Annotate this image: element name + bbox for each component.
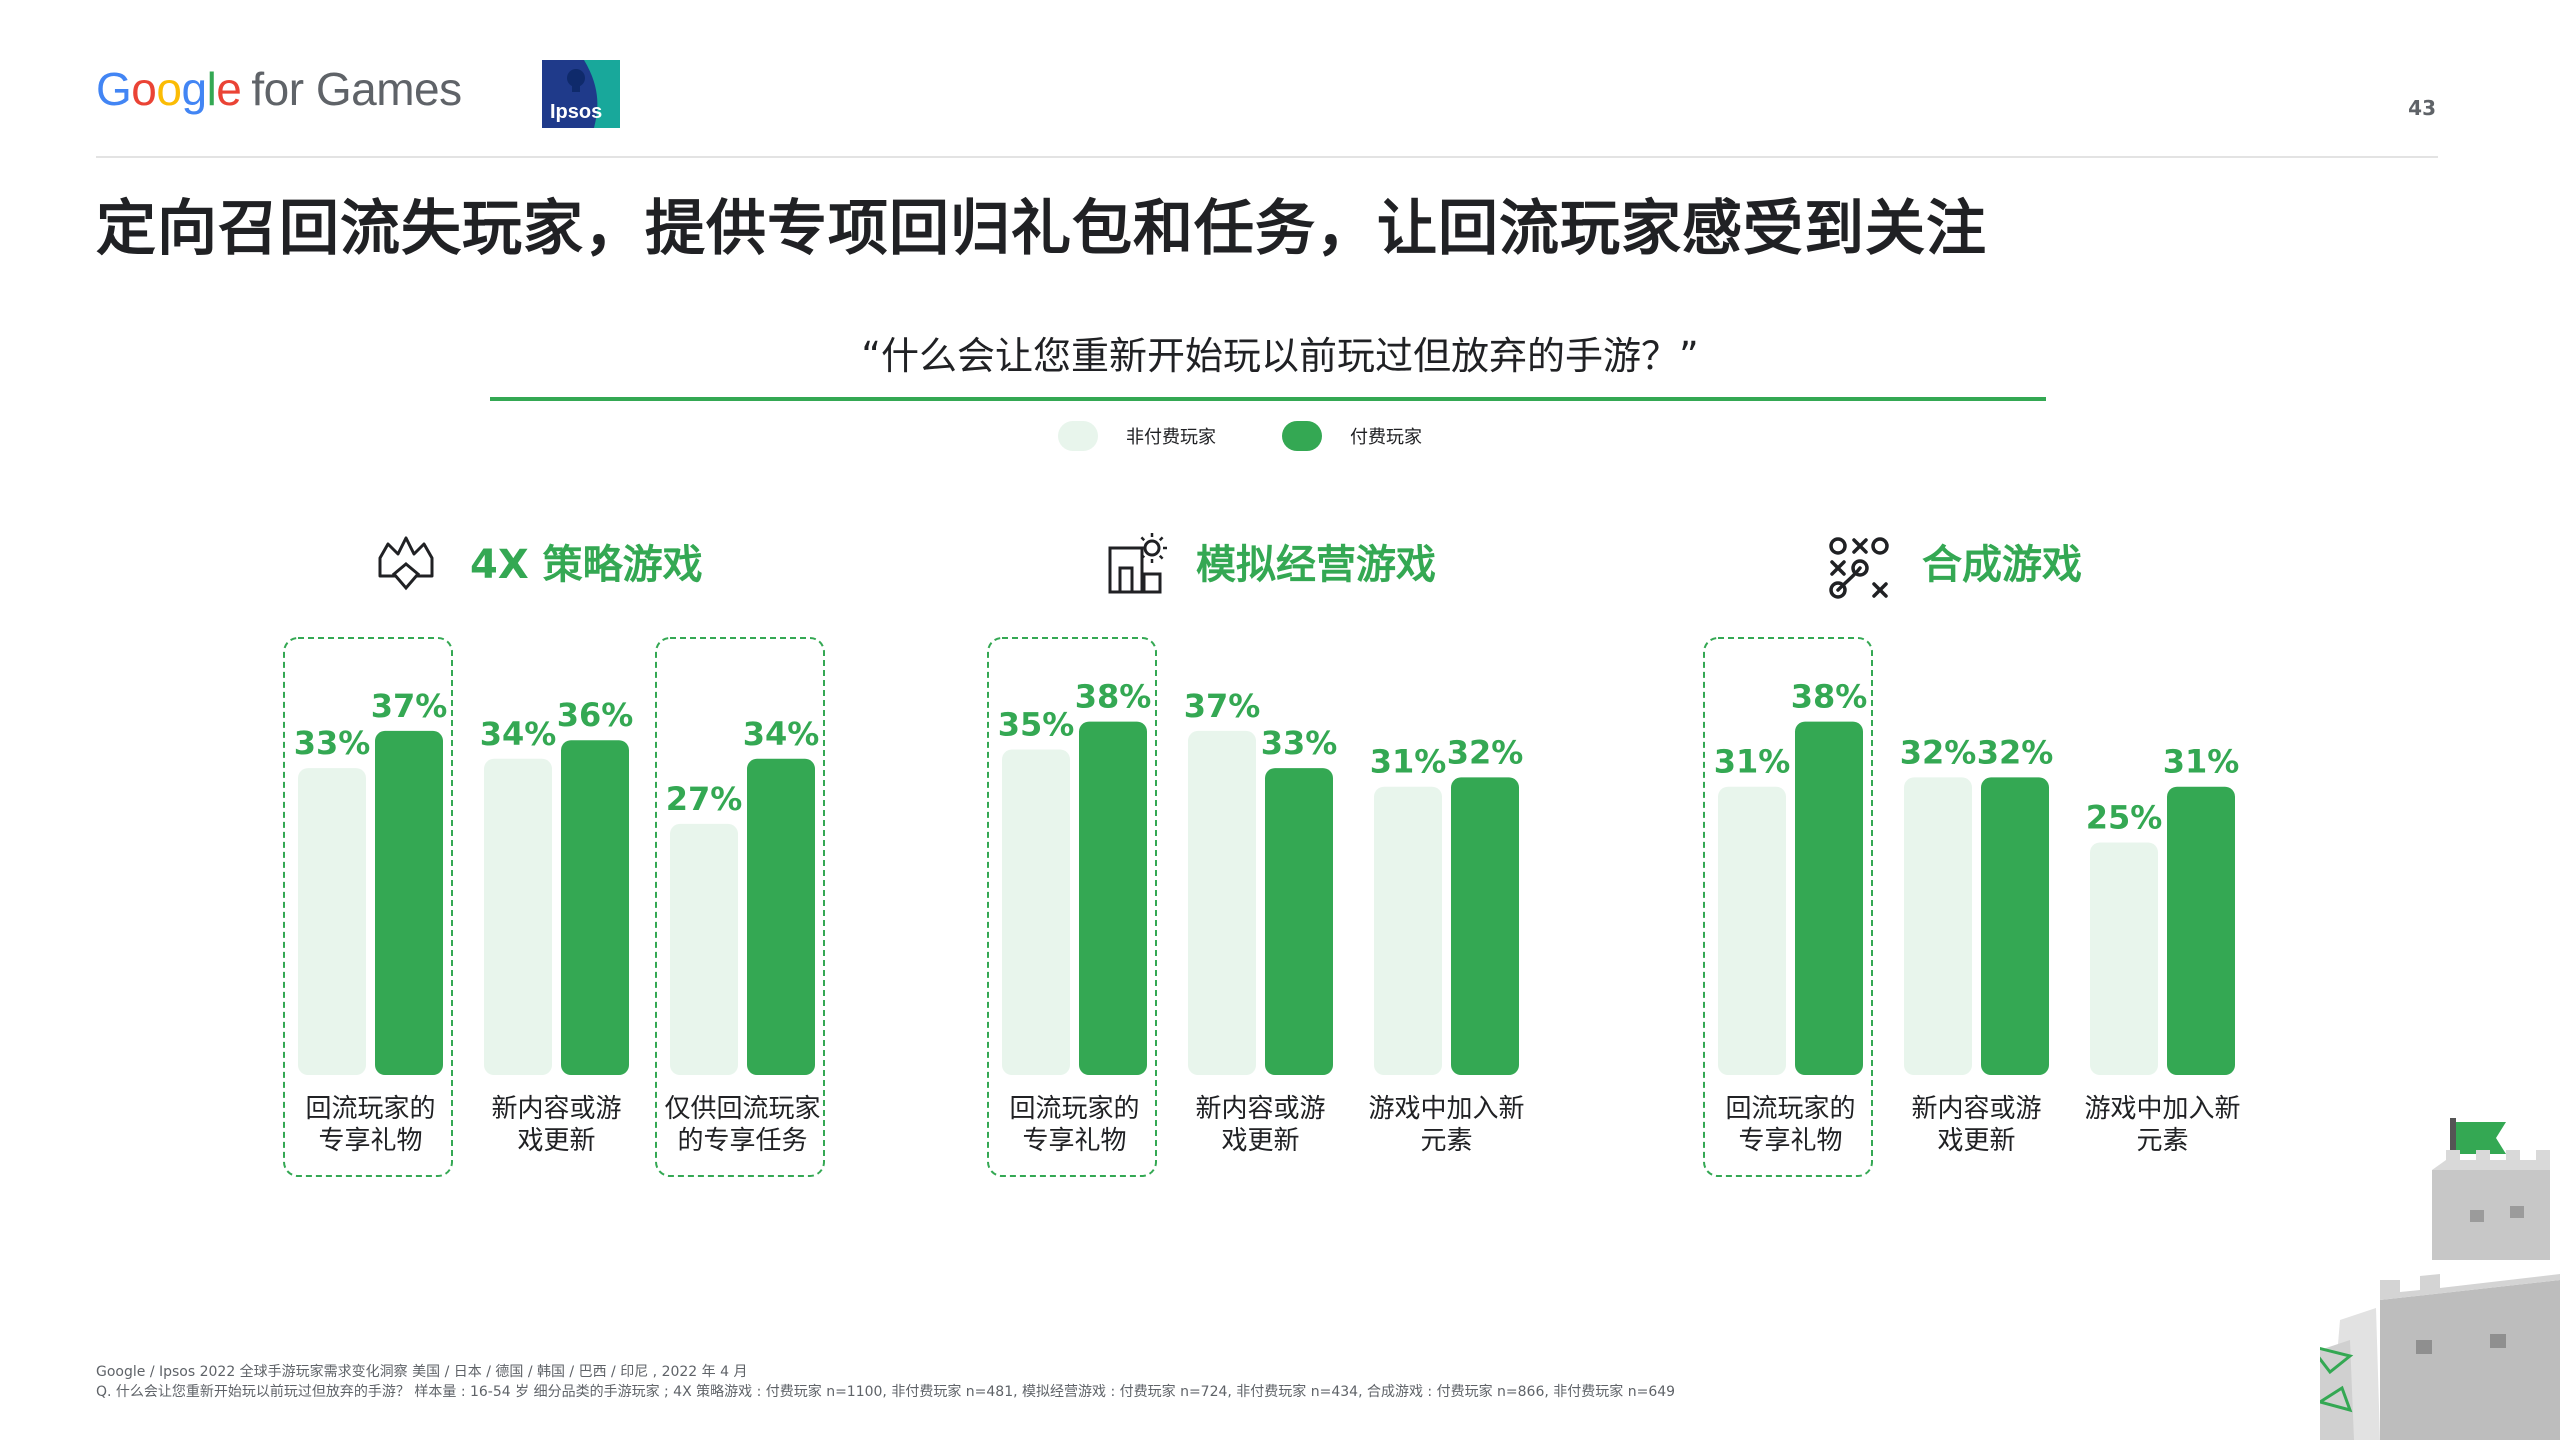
data-label: 32%	[1900, 733, 1977, 771]
chart-title: 4X 策略游戏	[470, 542, 703, 588]
bar-paying	[1981, 777, 2049, 1075]
data-label: 34%	[743, 715, 820, 753]
footnote-source: Google / Ipsos 2022 全球手游玩家需求变化洞察 美国 / 日本…	[96, 1364, 748, 1380]
svg-text:Ipsos: Ipsos	[550, 101, 602, 123]
bar-non-paying	[484, 758, 552, 1075]
bar-paying	[375, 730, 443, 1075]
category-label: 专享礼物	[318, 1126, 422, 1156]
category-label: 的专享任务	[677, 1126, 807, 1156]
data-label: 35%	[998, 706, 1075, 744]
chart-legend: 非付费玩家 付费玩家	[1058, 420, 1488, 452]
legend-label-non-paying: 非付费玩家	[1126, 427, 1216, 448]
survey-question: “什么会让您重新开始玩以前玩过但放弃的手游？”	[861, 334, 1699, 378]
data-label: 32%	[1447, 733, 1524, 771]
category-label: 戏更新	[1937, 1126, 2015, 1156]
page-title: 定向召回流失玩家，提供专项回归礼包和任务，让回流玩家感受到关注	[96, 194, 1987, 264]
category-label: 新内容或游	[1195, 1094, 1325, 1124]
category-label: 元素	[1420, 1126, 1472, 1156]
data-label: 31%	[1714, 743, 1791, 781]
legend-item-paying: 付费玩家	[1282, 421, 1422, 451]
strategy-crown-icon	[378, 536, 434, 591]
data-label: 34%	[480, 715, 557, 753]
bar-paying	[2167, 786, 2235, 1075]
data-label: 31%	[2163, 743, 2240, 781]
category-label: 戏更新	[1221, 1126, 1299, 1156]
bar-paying	[561, 740, 629, 1075]
category-label: 回流玩家的	[1009, 1094, 1139, 1124]
google-for-games-logo: Google for Games	[96, 63, 462, 115]
header-divider	[96, 156, 2438, 158]
bar-non-paying	[670, 823, 738, 1075]
category-label: 专享礼物	[1022, 1126, 1126, 1156]
legend-label-paying: 付费玩家	[1350, 427, 1422, 448]
bar-non-paying	[1002, 749, 1070, 1075]
category-label: 回流玩家的	[1725, 1094, 1855, 1124]
category-label: 元素	[2136, 1126, 2188, 1156]
chart-title: 合成游戏	[1922, 542, 2082, 588]
bar-non-paying	[1188, 730, 1256, 1075]
data-label: 38%	[1791, 678, 1868, 716]
castle-tower	[2432, 1170, 2550, 1260]
bar-paying	[747, 758, 815, 1075]
category-label: 回流玩家的	[305, 1094, 435, 1124]
data-label: 36%	[557, 696, 634, 734]
legend-swatch-non-paying	[1058, 421, 1098, 451]
bar-non-paying	[1718, 786, 1786, 1075]
footnote: Google / Ipsos 2022 全球手游玩家需求变化洞察 美国 / 日本…	[96, 1362, 1675, 1402]
category-label: 新内容或游	[1911, 1094, 2041, 1124]
bar-non-paying	[2090, 842, 2158, 1075]
merge-tictactoe-icon	[1829, 537, 1889, 599]
data-label: 25%	[2086, 799, 2163, 837]
bar-paying	[1265, 768, 1333, 1075]
category-label: 仅供回流玩家	[664, 1094, 820, 1124]
data-label: 37%	[1184, 687, 1261, 725]
highlight-box	[655, 637, 825, 1177]
category-label: 游戏中加入新	[2084, 1094, 2240, 1124]
decor-triangle-icon	[2320, 1346, 2354, 1375]
bar-non-paying	[298, 768, 366, 1075]
simulation-building-icon	[1108, 533, 1167, 594]
bar-paying	[1079, 721, 1147, 1075]
castle-illustration	[2320, 1118, 2560, 1440]
question-divider	[490, 397, 2046, 401]
data-label: 32%	[1977, 733, 2054, 771]
highlight-box	[1703, 637, 1873, 1177]
flag-pole	[2450, 1118, 2456, 1178]
data-label: 31%	[1370, 743, 1447, 781]
legend-swatch-paying	[1282, 421, 1322, 451]
ipsos-logo: Ipsos	[542, 60, 620, 128]
footnote-sample: Q. 什么会让您重新开始玩以前玩过但放弃的手游？ 样本量 : 16-54 岁 细…	[96, 1384, 1676, 1400]
chart-title: 模拟经营游戏	[1196, 542, 1436, 588]
bar-non-paying	[1904, 777, 1972, 1075]
data-label: 33%	[294, 724, 371, 762]
data-label: 27%	[666, 780, 743, 818]
highlight-box	[987, 637, 1157, 1177]
category-label: 游戏中加入新	[1368, 1094, 1524, 1124]
logo-suffix: for Games	[251, 63, 462, 115]
highlight-box	[283, 637, 453, 1177]
data-label: 38%	[1075, 678, 1152, 716]
flag-icon	[2456, 1122, 2506, 1154]
bar-paying	[1795, 721, 1863, 1075]
page-number: 43	[2408, 96, 2436, 120]
category-label: 戏更新	[517, 1126, 595, 1156]
bar-paying	[1451, 777, 1519, 1075]
data-label: 37%	[371, 687, 448, 725]
bar-non-paying	[1374, 786, 1442, 1075]
category-label: 新内容或游	[491, 1094, 621, 1124]
castle-wall	[2380, 1280, 2560, 1440]
category-label: 专享礼物	[1738, 1126, 1842, 1156]
data-label: 33%	[1261, 724, 1338, 762]
legend-item-non-paying: 非付费玩家	[1058, 421, 1216, 451]
